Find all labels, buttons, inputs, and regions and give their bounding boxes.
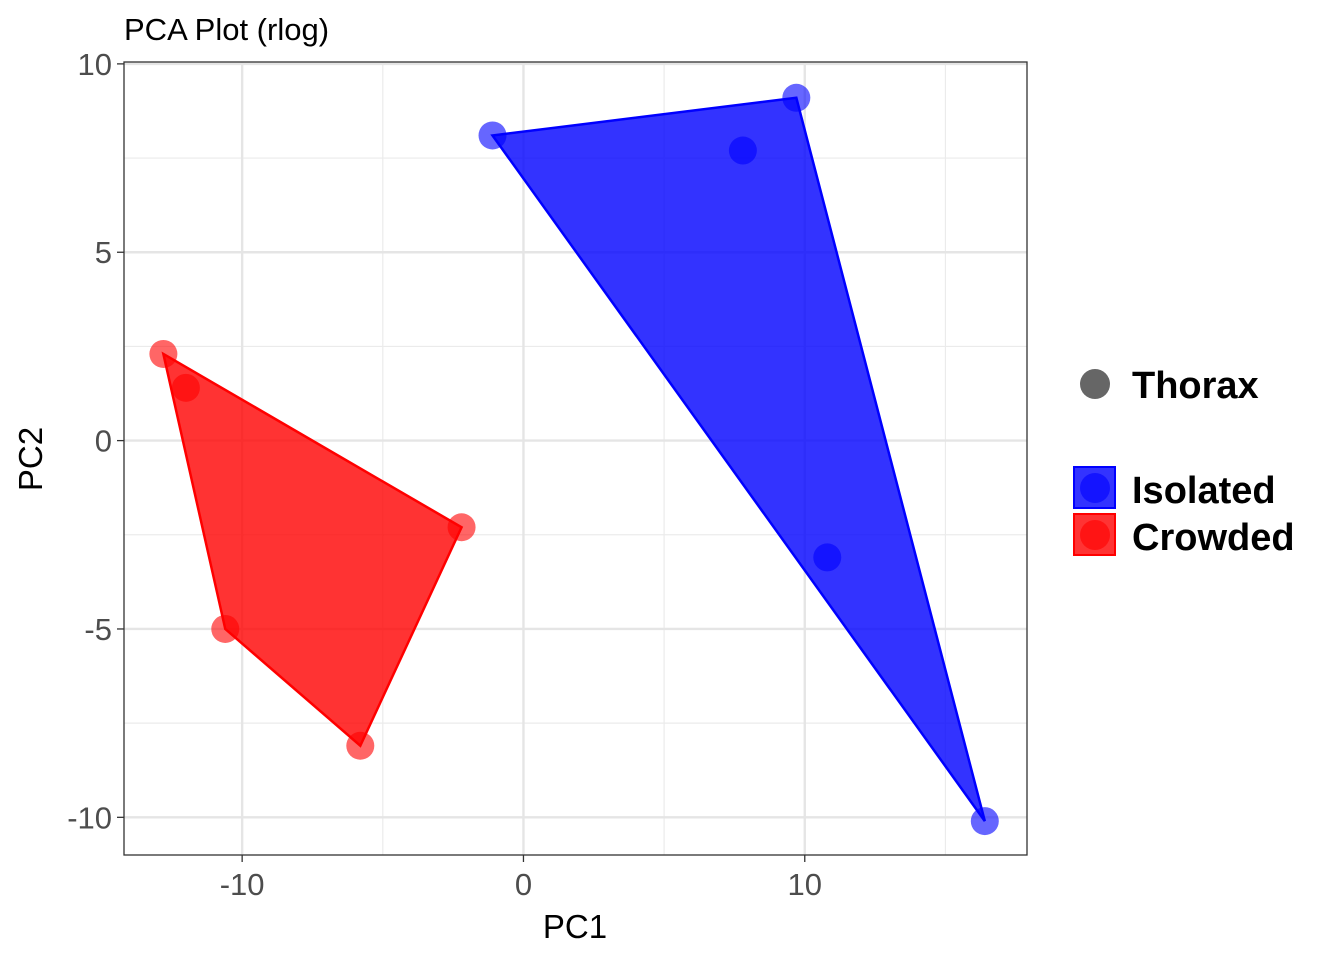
point-crowded <box>447 513 476 542</box>
y-axis-label: PC2 <box>12 427 49 491</box>
legend-label-crowded: Crowded <box>1132 517 1295 559</box>
point-crowded <box>211 614 240 643</box>
panel-border <box>123 61 1028 856</box>
legend-shape-label: Thorax <box>1132 365 1259 407</box>
x-tick-label: 10 <box>788 867 822 902</box>
point-crowded <box>171 373 200 402</box>
chart-title: PCA Plot (rlog) <box>124 12 329 47</box>
point-isolated <box>478 121 507 150</box>
y-tick-label: -10 <box>67 800 112 835</box>
legend-dot-isolated <box>1080 473 1110 503</box>
point-isolated <box>728 136 757 165</box>
x-tick-label: 0 <box>515 867 532 902</box>
point-crowded <box>149 339 178 368</box>
points <box>149 83 999 836</box>
point-isolated <box>813 543 842 572</box>
point-crowded <box>346 731 375 760</box>
y-tick-label: 0 <box>95 424 112 459</box>
y-tick-label: 5 <box>95 235 112 270</box>
x-tick-label: -10 <box>220 867 265 902</box>
point-isolated <box>782 83 811 112</box>
legend-shape-key <box>1080 369 1110 399</box>
legend: Thorax Isolated Crowded <box>1073 365 1295 559</box>
hulls <box>161 96 987 822</box>
y-tick-label: -5 <box>84 612 112 647</box>
hull-isolated <box>490 96 987 822</box>
x-axis-label: PC1 <box>543 908 607 945</box>
legend-label-isolated: Isolated <box>1132 470 1276 512</box>
hull-crowded <box>161 351 464 748</box>
y-tick-label: 10 <box>78 47 112 82</box>
legend-dot-crowded <box>1080 520 1110 550</box>
ticks: -10 0 10 10 5 0 -5 -10 <box>67 47 822 902</box>
point-isolated <box>970 807 999 836</box>
